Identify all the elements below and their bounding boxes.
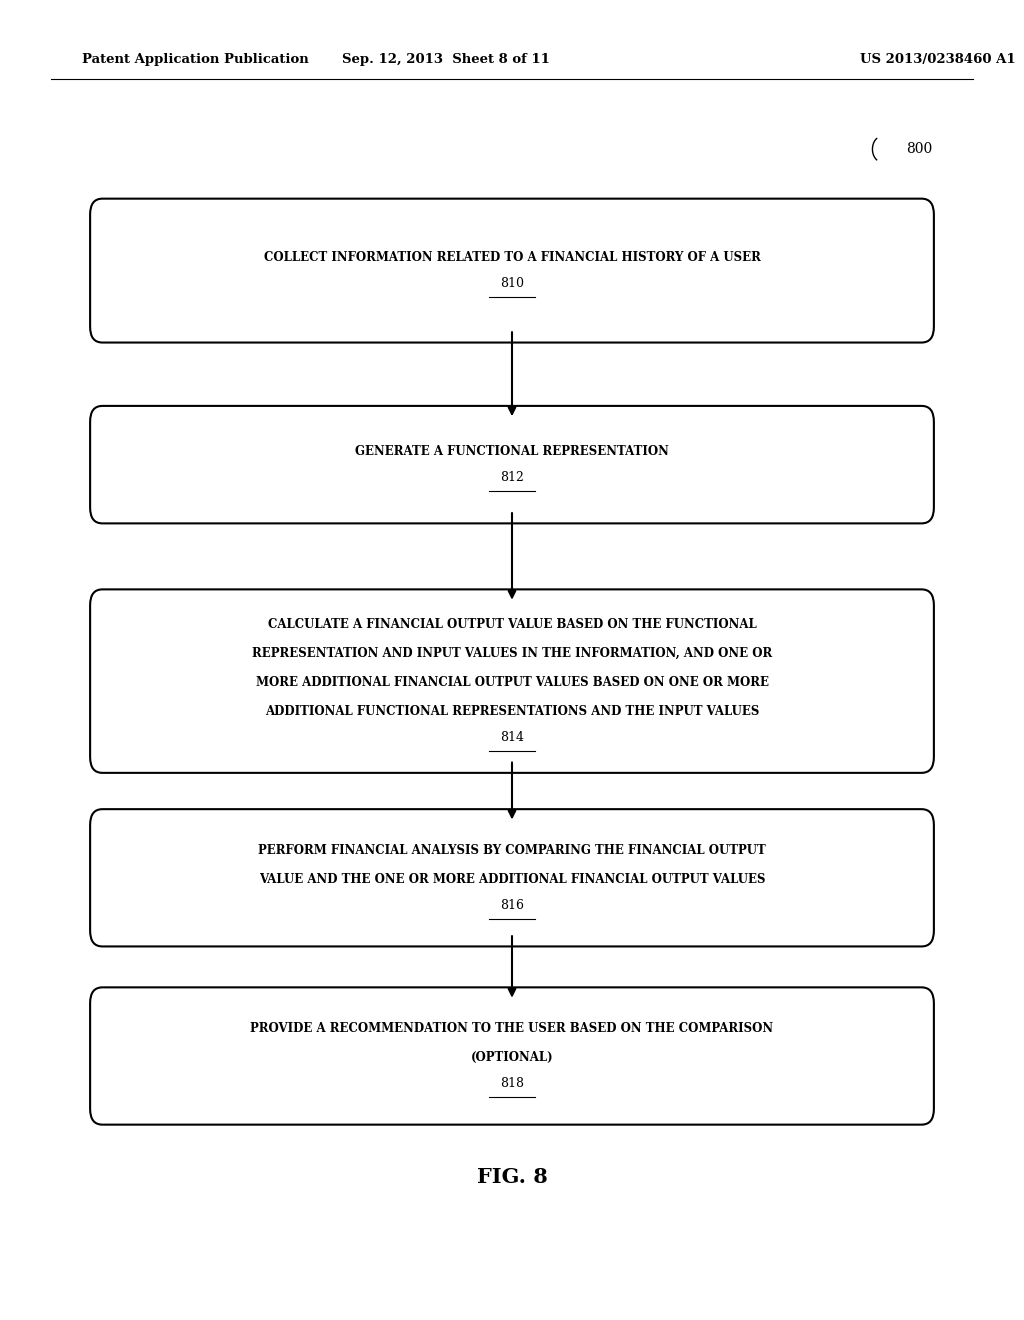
Text: 810: 810 (500, 277, 524, 290)
Text: 818: 818 (500, 1077, 524, 1090)
FancyBboxPatch shape (90, 589, 934, 774)
Text: ADDITIONAL FUNCTIONAL REPRESENTATIONS AND THE INPUT VALUES: ADDITIONAL FUNCTIONAL REPRESENTATIONS AN… (265, 705, 759, 718)
Text: GENERATE A FUNCTIONAL REPRESENTATION: GENERATE A FUNCTIONAL REPRESENTATION (355, 445, 669, 458)
Text: (OPTIONAL): (OPTIONAL) (471, 1051, 553, 1064)
FancyBboxPatch shape (90, 987, 934, 1125)
Text: PERFORM FINANCIAL ANALYSIS BY COMPARING THE FINANCIAL OUTPUT: PERFORM FINANCIAL ANALYSIS BY COMPARING … (258, 843, 766, 857)
Text: 812: 812 (500, 471, 524, 484)
Text: 816: 816 (500, 899, 524, 912)
Text: FIG. 8: FIG. 8 (476, 1167, 548, 1188)
FancyBboxPatch shape (90, 407, 934, 523)
FancyBboxPatch shape (90, 198, 934, 342)
Text: VALUE AND THE ONE OR MORE ADDITIONAL FINANCIAL OUTPUT VALUES: VALUE AND THE ONE OR MORE ADDITIONAL FIN… (259, 873, 765, 886)
Text: US 2013/0238460 A1: US 2013/0238460 A1 (860, 53, 1016, 66)
FancyBboxPatch shape (90, 809, 934, 946)
Text: Patent Application Publication: Patent Application Publication (82, 53, 308, 66)
Text: MORE ADDITIONAL FINANCIAL OUTPUT VALUES BASED ON ONE OR MORE: MORE ADDITIONAL FINANCIAL OUTPUT VALUES … (256, 676, 768, 689)
Text: REPRESENTATION AND INPUT VALUES IN THE INFORMATION, AND ONE OR: REPRESENTATION AND INPUT VALUES IN THE I… (252, 647, 772, 660)
Text: PROVIDE A RECOMMENDATION TO THE USER BASED ON THE COMPARISON: PROVIDE A RECOMMENDATION TO THE USER BAS… (251, 1022, 773, 1035)
Text: CALCULATE A FINANCIAL OUTPUT VALUE BASED ON THE FUNCTIONAL: CALCULATE A FINANCIAL OUTPUT VALUE BASED… (267, 618, 757, 631)
Text: Sep. 12, 2013  Sheet 8 of 11: Sep. 12, 2013 Sheet 8 of 11 (341, 53, 550, 66)
Text: 814: 814 (500, 731, 524, 744)
Text: 800: 800 (906, 143, 933, 156)
Text: COLLECT INFORMATION RELATED TO A FINANCIAL HISTORY OF A USER: COLLECT INFORMATION RELATED TO A FINANCI… (263, 251, 761, 264)
